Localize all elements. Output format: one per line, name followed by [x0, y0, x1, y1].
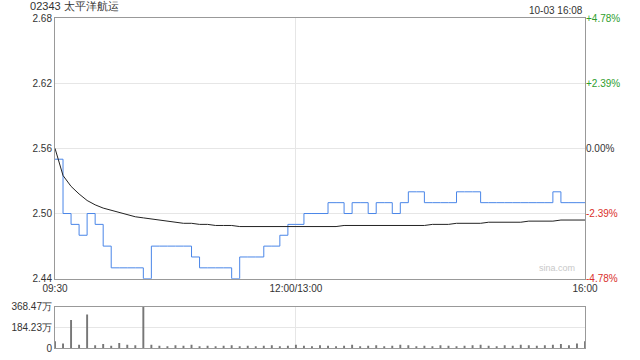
- svg-text:2.56: 2.56: [33, 143, 53, 154]
- svg-text:0.00%: 0.00%: [586, 143, 614, 154]
- svg-text:0: 0: [46, 343, 52, 354]
- svg-text:02343 太平洋航运: 02343 太平洋航运: [30, 0, 119, 12]
- svg-text:2.62: 2.62: [33, 78, 53, 89]
- svg-text:16:00: 16:00: [572, 283, 597, 294]
- svg-text:sina.com: sina.com: [539, 263, 575, 273]
- svg-text:10-03 16:08: 10-03 16:08: [529, 5, 583, 16]
- svg-text:12:00/13:00: 12:00/13:00: [269, 283, 322, 294]
- svg-text:09:30: 09:30: [42, 283, 67, 294]
- svg-text:-4.78%: -4.78%: [586, 273, 618, 284]
- svg-text:+4.78%: +4.78%: [586, 13, 620, 24]
- svg-text:2.44: 2.44: [33, 273, 53, 284]
- svg-text:-2.39%: -2.39%: [586, 208, 618, 219]
- svg-text:184.23万: 184.23万: [11, 322, 52, 333]
- svg-text:+2.39%: +2.39%: [586, 78, 620, 89]
- svg-text:2.68: 2.68: [33, 13, 53, 24]
- svg-text:368.47万: 368.47万: [11, 301, 52, 312]
- svg-text:2.50: 2.50: [33, 208, 53, 219]
